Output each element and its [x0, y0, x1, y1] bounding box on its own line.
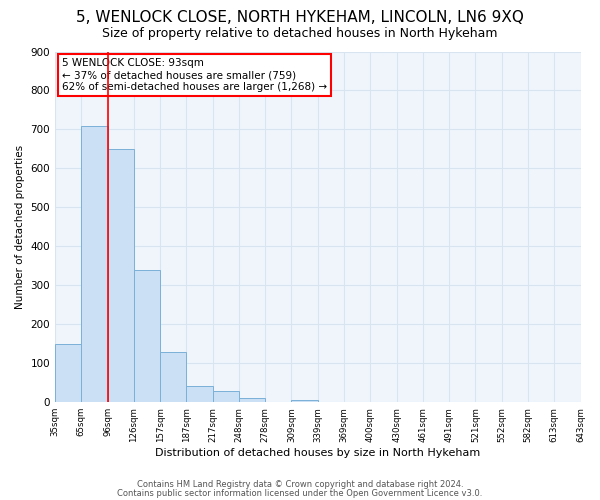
Text: Contains public sector information licensed under the Open Government Licence v3: Contains public sector information licen…	[118, 488, 482, 498]
Bar	[212, 390, 239, 402]
Text: Size of property relative to detached houses in North Hykeham: Size of property relative to detached ho…	[102, 28, 498, 40]
Bar	[82, 126, 107, 402]
Bar	[292, 400, 318, 402]
Text: 5, WENLOCK CLOSE, NORTH HYKEHAM, LINCOLN, LN6 9XQ: 5, WENLOCK CLOSE, NORTH HYKEHAM, LINCOLN…	[76, 10, 524, 25]
Y-axis label: Number of detached properties: Number of detached properties	[15, 145, 25, 309]
Bar	[134, 270, 160, 402]
Bar	[107, 149, 134, 402]
X-axis label: Distribution of detached houses by size in North Hykeham: Distribution of detached houses by size …	[155, 448, 481, 458]
Bar	[160, 352, 187, 402]
Text: 5 WENLOCK CLOSE: 93sqm
← 37% of detached houses are smaller (759)
62% of semi-de: 5 WENLOCK CLOSE: 93sqm ← 37% of detached…	[62, 58, 327, 92]
Bar	[239, 398, 265, 402]
Bar	[187, 386, 212, 402]
Bar	[55, 344, 82, 402]
Text: Contains HM Land Registry data © Crown copyright and database right 2024.: Contains HM Land Registry data © Crown c…	[137, 480, 463, 489]
